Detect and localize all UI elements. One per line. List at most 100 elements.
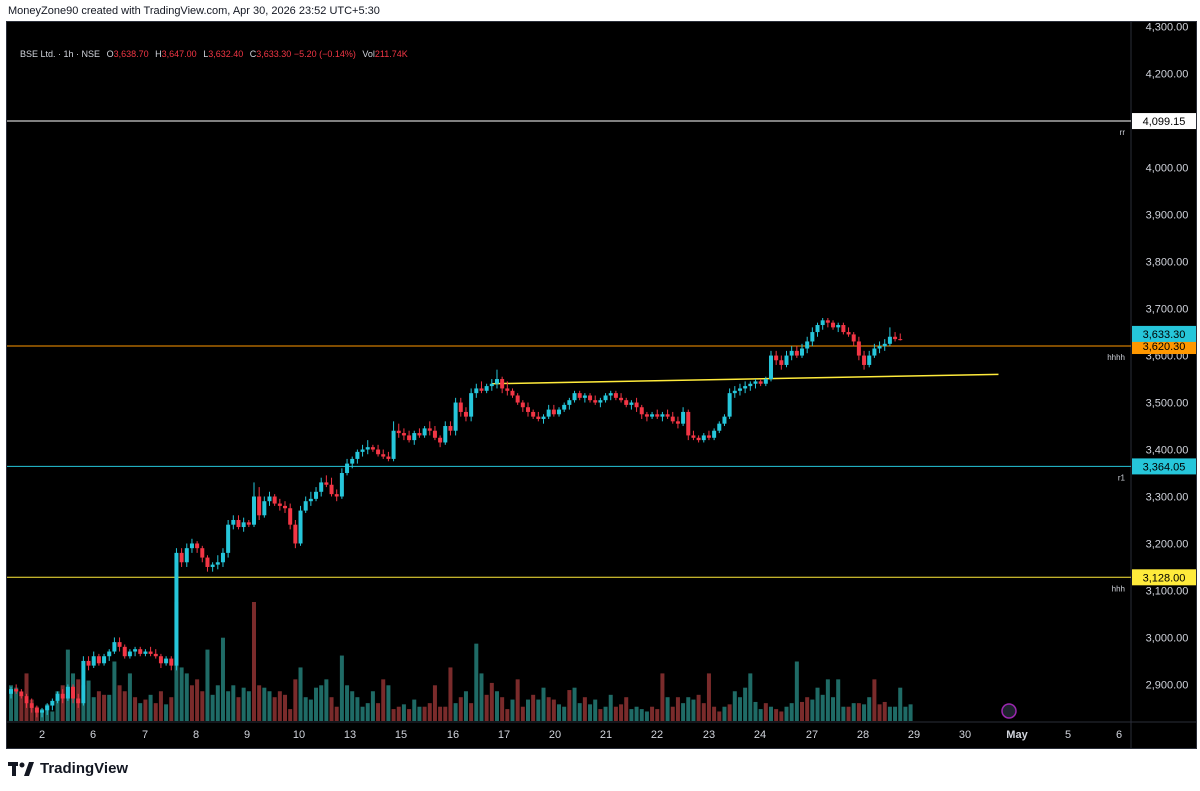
volume-bar xyxy=(510,699,515,721)
volume-bar xyxy=(184,673,189,721)
candle xyxy=(153,649,158,659)
attribution: MoneyZone90 created with TradingView.com… xyxy=(8,5,380,17)
chart-area[interactable]: rrhhhhr1hhh4,300.004,200.004,100.004,000… xyxy=(6,21,1197,749)
volume-bar xyxy=(489,682,494,721)
candle-body xyxy=(34,707,39,713)
candle xyxy=(407,430,412,443)
candle-body xyxy=(665,414,670,417)
volume-bar xyxy=(360,706,365,721)
candle-body xyxy=(246,522,251,525)
candle-body xyxy=(644,414,649,417)
candle-body xyxy=(789,350,794,356)
candle xyxy=(453,397,458,436)
candle xyxy=(887,327,892,347)
candle xyxy=(463,407,468,422)
volume-bar xyxy=(634,706,639,721)
candle xyxy=(634,397,639,412)
vol-value: 211.74K xyxy=(374,49,408,59)
volume-bar xyxy=(551,699,556,721)
candle-body xyxy=(298,510,303,544)
time-tick-label: 6 xyxy=(1116,729,1122,741)
last-price-tag xyxy=(1132,325,1196,342)
candle-body xyxy=(303,501,308,511)
chart-canvas[interactable]: rrhhhhr1hhh4,300.004,200.004,100.004,000… xyxy=(7,22,1196,748)
candle xyxy=(158,653,163,668)
candle-body xyxy=(231,519,236,525)
volume-bar xyxy=(463,691,468,721)
candle xyxy=(619,393,624,403)
candle-body xyxy=(133,649,138,652)
price-tick-label: 3,800.00 xyxy=(1146,257,1189,269)
candle-body xyxy=(681,411,686,424)
candle-body xyxy=(314,491,319,499)
volume-bar xyxy=(546,697,551,721)
candle xyxy=(277,498,282,511)
volume-bar xyxy=(794,661,799,721)
candle-body xyxy=(453,402,458,431)
candle-body xyxy=(887,336,892,344)
volume-bar xyxy=(557,704,562,721)
volume-bar xyxy=(474,643,479,721)
candle-body xyxy=(283,505,288,509)
candle-body xyxy=(800,348,805,356)
volume-bar xyxy=(319,685,324,721)
candle-body xyxy=(448,426,453,431)
candle xyxy=(298,505,303,546)
high-label: H xyxy=(155,49,162,59)
price-tick-label: 3,900.00 xyxy=(1146,210,1189,222)
volume-bar xyxy=(138,703,143,721)
candle xyxy=(681,407,686,427)
candle xyxy=(50,698,55,711)
candle xyxy=(91,651,96,668)
volume-bar xyxy=(438,706,443,721)
candle xyxy=(40,707,45,718)
volume-bar xyxy=(479,673,484,721)
volume-bar xyxy=(376,703,381,721)
level-tag: r1 xyxy=(1118,473,1126,482)
time-tick-label: May xyxy=(1006,729,1028,741)
volume-bar xyxy=(164,704,169,721)
candle-body xyxy=(484,386,489,391)
candle xyxy=(810,327,815,347)
candle-body xyxy=(195,543,200,549)
volume-bar xyxy=(856,703,861,721)
symbol-name: BSE Ltd. · 1h · NSE xyxy=(20,49,101,59)
candle xyxy=(893,332,898,342)
candle xyxy=(588,393,593,403)
candle-body xyxy=(779,360,784,365)
volume-bar xyxy=(831,697,836,721)
candle-body xyxy=(489,383,494,387)
volume-bar xyxy=(862,704,867,721)
candle xyxy=(34,705,39,718)
candle-body xyxy=(805,341,810,349)
candle xyxy=(882,339,887,351)
candle-body xyxy=(593,400,598,403)
volume-bar xyxy=(339,655,344,721)
candle-body xyxy=(608,393,613,396)
candle xyxy=(494,369,499,389)
volume-bar xyxy=(117,685,122,721)
candle xyxy=(96,653,101,666)
candle-body xyxy=(494,379,499,384)
tradingview-logo[interactable]: TradingView xyxy=(8,760,128,777)
candle-body xyxy=(55,693,60,701)
volume-bar xyxy=(846,706,851,721)
last-price-label: 3,633.30 xyxy=(1143,329,1186,341)
volume-bar xyxy=(277,691,282,721)
volume-bar xyxy=(210,694,215,721)
volume-bar xyxy=(598,709,603,721)
volume-bar xyxy=(91,697,96,721)
time-tick-label: 22 xyxy=(651,729,663,741)
candle-body xyxy=(820,320,825,326)
candle xyxy=(872,343,877,358)
change-value: −5.20 (−0.14%) xyxy=(293,49,356,59)
volume-bar xyxy=(122,691,127,721)
candle xyxy=(660,411,665,422)
volume-bar xyxy=(251,602,256,721)
candle xyxy=(613,390,618,401)
candle xyxy=(706,430,711,441)
time-tick-label: 13 xyxy=(344,729,356,741)
candle-body xyxy=(324,482,329,485)
candle xyxy=(267,491,272,506)
candle-body xyxy=(169,658,174,666)
